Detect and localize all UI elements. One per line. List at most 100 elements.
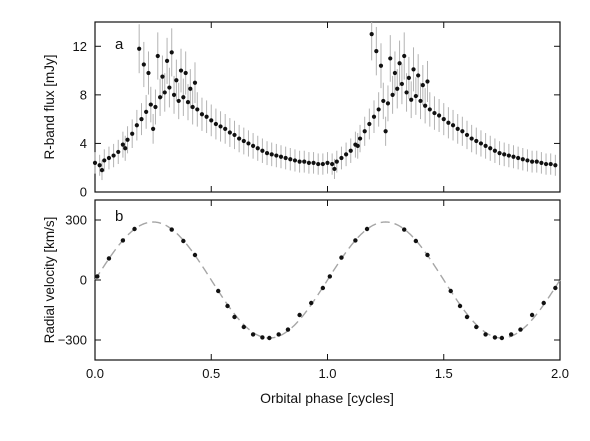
flux-point [148,102,153,107]
flux-point [283,155,288,161]
flux-point [188,86,193,91]
flux-point [392,70,398,76]
velocity-point [192,252,198,258]
flux-point [274,153,279,158]
flux-point [102,158,107,163]
flux-point [199,112,205,117]
flux-point [506,153,511,158]
flux-point [437,113,442,118]
velocity-panel: −300 0 300 0.0 0.5 1.0 1.5 2.0 b Radial veloci… [42,199,569,406]
flux-point [390,92,395,97]
flux-point [355,143,360,148]
flux-point [455,126,460,131]
velocity-point [553,285,558,291]
flux-point [378,63,384,68]
flux-point [406,75,411,80]
flux-point [246,141,251,146]
velocity-point [285,327,291,332]
flux-point [92,160,98,165]
velocity-point [320,285,326,291]
velocity-point [106,256,112,261]
velocity-point [364,226,370,232]
x-tick-label: 2.0 [551,366,569,381]
flux-point [425,79,430,84]
flux-point [137,46,142,51]
x-axis-label: Orbital phase [cycles] [260,390,394,406]
flux-point [418,98,423,104]
flux-point [195,107,200,112]
flux-point [543,161,549,167]
flux-y-tick-label: 8 [80,87,87,102]
flux-point [176,98,181,104]
velocity-y-axis-label: Radial velocity [km/s] [42,217,57,344]
flux-point [164,58,170,63]
flux-point [269,152,274,157]
velocity-point [483,332,488,337]
x-tick-label: 1.5 [435,366,453,381]
flux-point [278,154,284,159]
flux-points [92,32,558,173]
flux-point [241,138,246,144]
flux-point [213,121,218,127]
flux-point [209,118,214,123]
flux-point [460,129,465,134]
x-tick-label: 0.0 [86,366,104,381]
flux-point [371,114,377,119]
velocity-point [474,324,479,330]
flux-point [320,161,325,167]
flux-y-axis-label: R-band flux [mJy] [42,54,57,159]
flux-point [106,155,112,161]
velocity-point [95,274,100,279]
flux-point [185,100,191,105]
flux-point [383,129,388,134]
flux-x-axis [94,22,561,192]
flux-point [311,160,316,165]
velocity-point [339,255,344,260]
flux-point [334,159,339,164]
velocity-point [457,303,463,309]
flux-point [232,132,237,138]
flux-point [330,161,335,167]
velocity-point [297,312,302,318]
velocity-point [250,332,256,337]
flux-point [511,154,516,159]
velocity-point [425,252,430,258]
flux-point [497,151,502,156]
flux-point [478,141,484,146]
velocity-x-axis: 0.0 0.5 1.0 1.5 2.0 [86,200,569,381]
velocity-point [508,332,514,337]
x-tick-label: 1.0 [318,366,336,381]
flux-y-tick-label: 0 [80,185,87,200]
flux-point [169,50,174,55]
flux-point [139,117,144,122]
velocity-point [353,238,358,243]
flux-point [151,126,156,131]
flux-point [144,109,149,114]
flux-point [416,73,421,78]
flux-point [111,153,116,158]
flux-point [395,86,400,91]
flux-point [432,110,437,116]
velocity-model-curve [94,221,561,339]
flux-point [411,67,416,72]
flux-point [181,95,186,100]
flux-point [174,78,179,83]
flux-point [427,107,432,112]
velocity-point [216,288,221,294]
velocity-point [464,314,470,320]
flux-point [190,104,195,110]
flux-point [483,143,488,148]
flux-point [539,160,544,165]
flux-point [397,61,402,66]
velocity-point [541,300,546,306]
flux-point [167,85,172,90]
velocity-y-tick-label: 300 [65,213,87,228]
flux-point [130,131,135,136]
velocity-point [169,227,174,232]
flux-point [388,56,393,61]
flux-point [332,166,337,172]
flux-point [134,123,139,128]
flux-point [160,74,165,79]
velocity-point [413,238,419,244]
